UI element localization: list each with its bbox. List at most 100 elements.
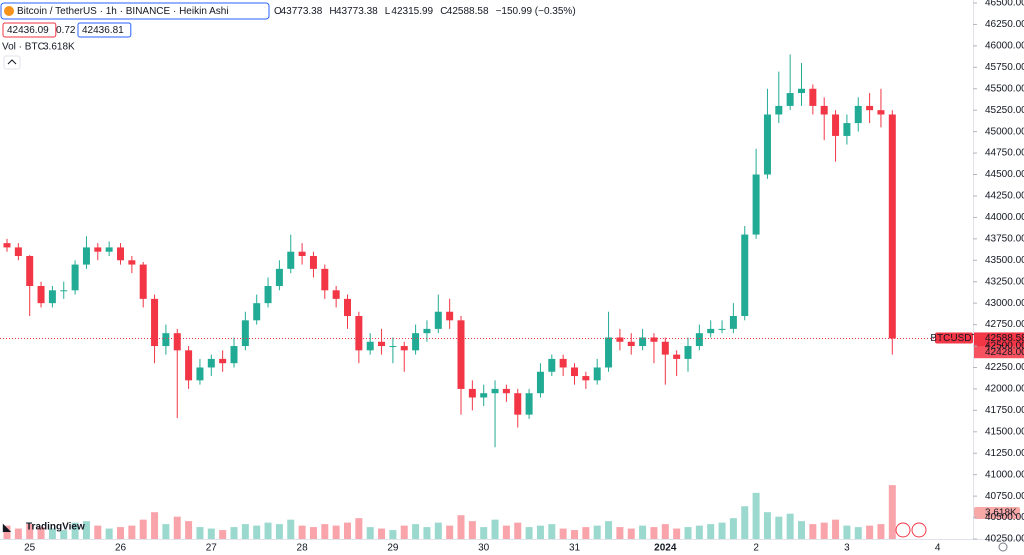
candle-body: [332, 290, 340, 299]
volume-tag-text: 3.618K: [985, 508, 1017, 519]
volume-bar: [695, 525, 703, 539]
volume-bar: [196, 527, 204, 539]
symbol-title: Bitcoin / TetherUS · 1h · BINANCE · Heik…: [17, 6, 229, 17]
candle-body: [752, 174, 760, 235]
volume-bar: [434, 522, 442, 539]
collapse-button[interactable]: [3, 55, 21, 70]
candle-body: [446, 311, 454, 321]
candle-body: [207, 358, 215, 368]
volume-tag: [974, 507, 1020, 519]
volume-bar: [389, 530, 397, 539]
candle-body: [582, 376, 590, 381]
candle-body: [593, 367, 601, 381]
volume-bar: [173, 516, 181, 539]
candle-body: [275, 268, 283, 287]
candle-body: [548, 358, 556, 372]
y-tick-label: 44000.00: [985, 212, 1024, 223]
candle-body: [309, 255, 317, 269]
volume-bar: [718, 522, 726, 539]
volume-bar: [309, 527, 317, 539]
volume-bar: [888, 485, 896, 539]
volume-bar: [468, 521, 476, 539]
candle-body: [502, 388, 510, 394]
volume-bar: [786, 513, 794, 539]
ohlc-key: O: [274, 6, 282, 17]
y-tick-label: 43750.00: [985, 233, 1024, 244]
volume-bar: [241, 524, 249, 539]
volume-bar: [763, 512, 771, 539]
symbol-box[interactable]: [0, 2, 270, 20]
candle-body: [366, 341, 374, 351]
candle-body: [241, 320, 249, 347]
volume-bar: [480, 527, 488, 539]
candle-body: [480, 393, 488, 398]
volume-bar: [3, 525, 11, 539]
volume-bar: [366, 527, 374, 539]
volume-bar: [854, 527, 862, 539]
x-tick-label: 27: [206, 543, 218, 554]
candle-body: [866, 105, 874, 111]
y-tick-label: 46000.00: [985, 41, 1024, 52]
volume-bar: [275, 524, 283, 539]
candle-body: [798, 88, 805, 94]
flag-icon[interactable]: [911, 522, 927, 538]
candle-body: [128, 260, 136, 265]
volume-bar: [287, 519, 295, 539]
candle-body: [37, 286, 45, 304]
candle-body: [26, 255, 34, 287]
volume-bar: [94, 525, 102, 539]
y-tick-label: 45750.00: [985, 62, 1024, 73]
candle-body: [48, 290, 56, 304]
volume-bar: [207, 528, 215, 539]
volume-bar: [412, 524, 420, 539]
candle-body: [253, 303, 261, 321]
y-tick-label: 43000.00: [985, 298, 1024, 309]
ohlc-value: 43773.38: [281, 6, 323, 17]
volume-bar: [673, 528, 681, 539]
candle-body: [786, 93, 794, 106]
collapse-icon: [7, 59, 17, 65]
volume-bar: [616, 527, 624, 539]
candle-body: [423, 328, 431, 334]
settings-icon[interactable]: [998, 542, 1008, 552]
quote-box: [77, 22, 132, 38]
volume-bar: [139, 519, 147, 539]
y-tick-label: 41000.00: [985, 469, 1024, 480]
y-tick-label: 45500.00: [985, 83, 1024, 94]
candle-layer: [3, 54, 896, 448]
candle-body: [287, 251, 295, 269]
candle-body: [559, 358, 567, 368]
volume-bar: [60, 530, 68, 539]
candle-body: [809, 88, 817, 106]
volume-bar: [605, 521, 613, 539]
candle-body: [491, 388, 499, 394]
quote-box: [2, 22, 57, 38]
flag-icon[interactable]: [895, 522, 911, 538]
candle-body: [355, 316, 363, 351]
y-tick-label: 40500.00: [985, 512, 1024, 523]
volume-bar: [571, 530, 578, 539]
candle-body: [457, 320, 465, 389]
candle-body: [378, 341, 386, 347]
volume-bar: [423, 527, 431, 539]
y-tick-label: 43500.00: [985, 255, 1024, 266]
candle-body: [627, 341, 635, 347]
volume-bar: [525, 527, 533, 539]
volume-bar: [82, 521, 90, 539]
candle-body: [94, 247, 102, 252]
x-tick-label: 31: [569, 543, 581, 554]
candle-body: [185, 350, 193, 381]
candle-body: [60, 290, 68, 292]
candle-body: [468, 388, 476, 398]
candle-body: [729, 316, 737, 329]
candle-body: [298, 251, 306, 256]
volume-bar: [162, 524, 170, 539]
ohlc-value: 42588.58: [447, 6, 489, 17]
candle-body: [71, 264, 79, 291]
volume-bar: [843, 525, 851, 539]
volume-bar: [117, 527, 124, 539]
candle-body: [219, 358, 227, 364]
ohlc-change: −150.99 (−0.35%): [496, 6, 576, 17]
candle-body: [650, 337, 658, 342]
